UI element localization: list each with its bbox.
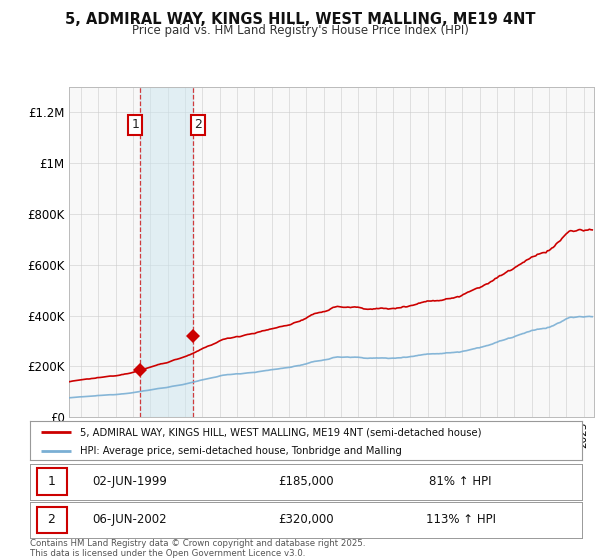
FancyBboxPatch shape — [37, 469, 67, 495]
Text: 2: 2 — [194, 118, 202, 132]
Text: 1: 1 — [47, 475, 55, 488]
Text: 5, ADMIRAL WAY, KINGS HILL, WEST MALLING, ME19 4NT (semi-detached house): 5, ADMIRAL WAY, KINGS HILL, WEST MALLING… — [80, 427, 481, 437]
Text: 81% ↑ HPI: 81% ↑ HPI — [430, 475, 492, 488]
Bar — [140, 87, 193, 417]
Text: 02-JUN-1999: 02-JUN-1999 — [92, 475, 167, 488]
Text: £320,000: £320,000 — [278, 514, 334, 526]
Text: 5, ADMIRAL WAY, KINGS HILL, WEST MALLING, ME19 4NT: 5, ADMIRAL WAY, KINGS HILL, WEST MALLING… — [65, 12, 535, 27]
Text: 06-JUN-2002: 06-JUN-2002 — [92, 514, 167, 526]
Text: HPI: Average price, semi-detached house, Tonbridge and Malling: HPI: Average price, semi-detached house,… — [80, 446, 401, 455]
Text: 1: 1 — [131, 118, 139, 132]
FancyBboxPatch shape — [37, 507, 67, 533]
Text: Price paid vs. HM Land Registry's House Price Index (HPI): Price paid vs. HM Land Registry's House … — [131, 24, 469, 37]
Text: Contains HM Land Registry data © Crown copyright and database right 2025.
This d: Contains HM Land Registry data © Crown c… — [30, 539, 365, 558]
Text: 113% ↑ HPI: 113% ↑ HPI — [425, 514, 496, 526]
Text: £185,000: £185,000 — [278, 475, 334, 488]
Text: 2: 2 — [47, 514, 55, 526]
